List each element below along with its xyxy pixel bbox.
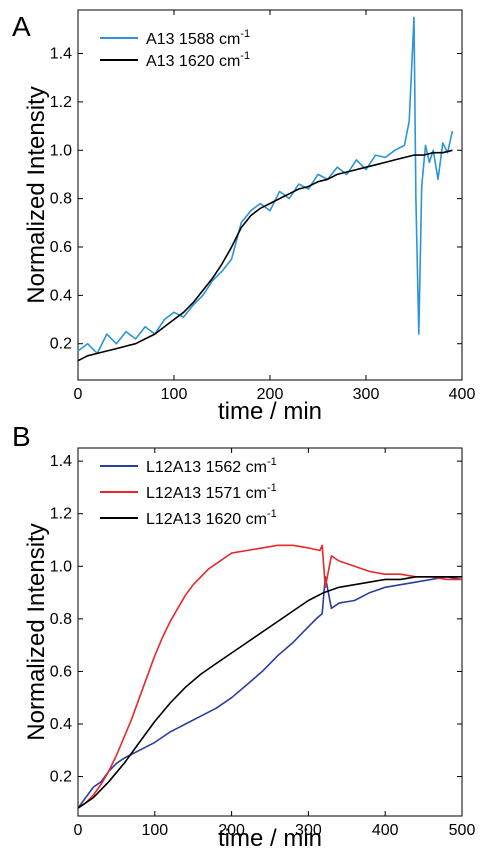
panel-b-y-tick-label: 1.2 xyxy=(50,506,72,523)
panel-b-x-tick-label: 0 xyxy=(74,822,83,839)
panel-b-y-tick-label: 1.0 xyxy=(50,558,72,575)
panel-b-series-line-2 xyxy=(77,544,462,809)
panel-a-x-tick-label: 100 xyxy=(161,386,188,403)
panel-a-series-line-1 xyxy=(77,16,454,355)
panel-a-y-tick-label: 1.2 xyxy=(50,94,72,111)
panel-a-series-line-2 xyxy=(77,149,453,362)
panel-b-x-tick-label: 200 xyxy=(218,822,245,839)
panel-b-x-axis: 0 100 200 300 400 500 xyxy=(74,448,476,839)
panel-a-legend-label: A13 1588 cm-1 xyxy=(146,28,250,48)
panel-b-series-group xyxy=(77,544,463,809)
panel-a-y-axis-title: Normalized Intensity xyxy=(23,86,50,303)
panel-a-chart: A 0.2 0.4 0.6 0.8 1.0 1.2 1.4 0 100 200 300 400 A1… xyxy=(12,9,476,425)
panel-a-x-tick-label: 300 xyxy=(353,386,380,403)
panel-b-x-tick-label: 100 xyxy=(141,822,168,839)
panel-a-y-tick-label: 0.8 xyxy=(50,191,72,208)
panel-b-legend-label: L12A13 1562 cm-1 xyxy=(146,456,277,476)
panel-b-y-tick-label: 0.6 xyxy=(50,663,72,680)
panel-b-series-line-3 xyxy=(77,575,462,809)
panel-b-y-tick-label: 1.4 xyxy=(50,453,72,470)
panel-a-y-axis: 0.2 0.4 0.6 0.8 1.0 1.2 1.4 xyxy=(50,46,462,353)
panel-b-y-tick-label: 0.4 xyxy=(50,716,72,733)
panel-a-x-tick-label: 200 xyxy=(257,386,284,403)
panel-a-y-tick-label: 1.4 xyxy=(50,46,72,63)
panel-a-x-tick-label: 0 xyxy=(74,386,83,403)
panel-a-x-tick-label: 400 xyxy=(449,386,476,403)
panel-a-x-axis: 0 100 200 300 400 xyxy=(74,10,476,403)
panel-b-y-tick-label: 0.8 xyxy=(50,611,72,628)
panel-b-y-axis: 0.2 0.4 0.6 0.8 1.0 1.2 1.4 xyxy=(50,453,462,786)
panel-b-y-axis-title: Normalized Intensity xyxy=(23,523,50,740)
panel-a-y-tick-label: 1.0 xyxy=(50,142,72,159)
panel-b-letter: B xyxy=(12,421,31,452)
panel-a-y-tick-label: 0.6 xyxy=(50,239,72,256)
panel-b-x-tick-label: 500 xyxy=(449,822,476,839)
panel-b-legend: L12A13 1562 cm-1 L12A13 1571 cm-1 L12A13 1… xyxy=(100,456,277,528)
panel-a-y-tick-label: 0.4 xyxy=(50,287,72,304)
panel-b-legend-label: L12A13 1571 cm-1 xyxy=(146,482,277,502)
panel-a-plot-frame xyxy=(77,9,463,381)
panel-a-x-axis-title: time / min xyxy=(218,398,322,425)
panel-b-chart: B 0.2 0.4 0.6 0.8 1.0 1.2 1.4 0 100 200 300 400 500… xyxy=(12,421,475,849)
panel-b-plot-frame xyxy=(77,447,463,817)
panel-b-series-line-1 xyxy=(77,575,463,809)
panel-a-legend-label: A13 1620 cm-1 xyxy=(146,50,250,70)
panel-a-series-group xyxy=(77,16,454,362)
panel-a-y-tick-label: 0.2 xyxy=(50,336,72,353)
panel-b-legend-label: L12A13 1620 cm-1 xyxy=(146,508,277,528)
panel-b-y-tick-label: 0.2 xyxy=(50,769,72,786)
panel-a-letter: A xyxy=(12,11,31,42)
panel-b-x-tick-label: 300 xyxy=(295,822,322,839)
panel-b-x-axis-title: time / min xyxy=(218,825,322,849)
panel-b-x-tick-label: 400 xyxy=(372,822,399,839)
